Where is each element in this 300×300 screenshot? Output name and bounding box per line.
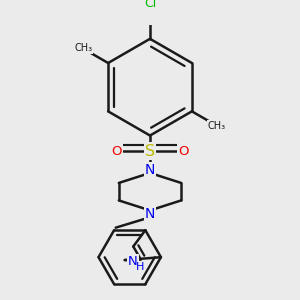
Text: O: O bbox=[178, 145, 189, 158]
Text: H: H bbox=[136, 262, 144, 272]
Text: S: S bbox=[145, 144, 155, 159]
Text: N: N bbox=[145, 206, 155, 220]
Text: O: O bbox=[111, 145, 122, 158]
Text: Cl: Cl bbox=[144, 0, 156, 11]
Text: CH₃: CH₃ bbox=[208, 121, 226, 130]
Text: N: N bbox=[145, 163, 155, 177]
Text: N: N bbox=[128, 255, 138, 268]
Text: CH₃: CH₃ bbox=[74, 43, 93, 53]
